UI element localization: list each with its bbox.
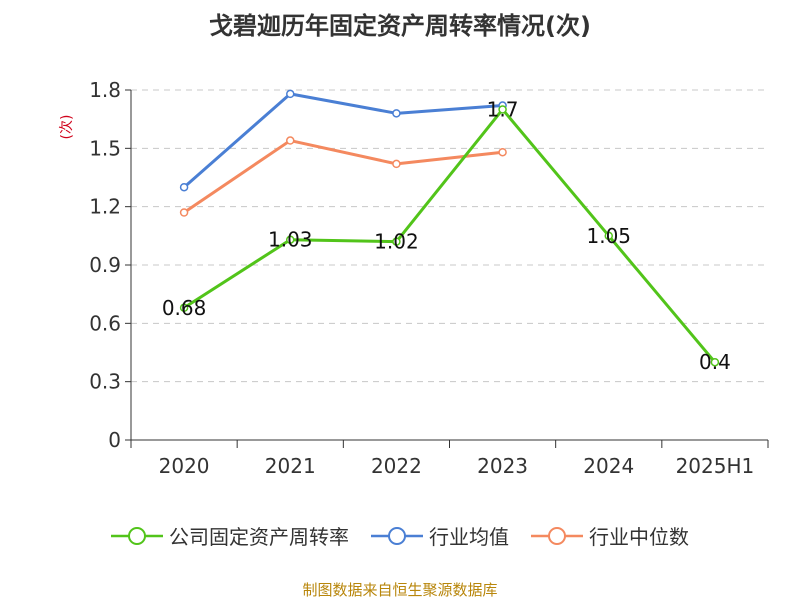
- data-label: 0.4: [699, 350, 731, 374]
- data-point[interactable]: [710, 357, 720, 367]
- y-tick-label: 0: [108, 428, 121, 452]
- data-point[interactable]: [286, 235, 295, 244]
- legend-label-company: 公司固定资产周转率: [169, 525, 349, 549]
- data-point[interactable]: [179, 182, 189, 192]
- legend-marker-industry-median: [531, 526, 583, 545]
- legend-marker-company: [111, 526, 163, 545]
- data-point[interactable]: [179, 303, 189, 313]
- y-tick-label: 1.8: [89, 78, 121, 102]
- series-line: [183, 107, 717, 364]
- y-tick-label: 1.5: [89, 136, 121, 160]
- grid-lines: [131, 89, 768, 383]
- x-tick-label: 2025H1: [676, 454, 755, 478]
- data-label: 1.02: [374, 230, 419, 254]
- data-point[interactable]: [286, 136, 295, 145]
- data-point[interactable]: [498, 105, 507, 114]
- legend-item-industry-median[interactable]: 行业中位数: [531, 521, 689, 550]
- data-point[interactable]: [392, 237, 401, 246]
- source-note: 制图数据来自恒生聚源数据库: [302, 581, 498, 599]
- legend-item-industry-mean[interactable]: 行业均值: [371, 521, 509, 550]
- x-tick-label: 2022: [371, 454, 422, 478]
- x-tick-label: 2020: [159, 454, 210, 478]
- data-labels: 0.68 1.03 1.02 1.7 1.05 0.4: [162, 97, 731, 374]
- data-label: 0.68: [162, 296, 207, 320]
- data-label: 1.7: [487, 97, 519, 121]
- legend-item-company[interactable]: 公司固定资产周转率: [111, 521, 349, 550]
- data-point[interactable]: [604, 231, 613, 241]
- data-point[interactable]: [392, 159, 401, 169]
- axis-ticks: 0 0.3 0.6 0.9 1.2 1.5 1.8 2020 2021 2022 2023 2024 2…: [89, 78, 769, 478]
- data-point[interactable]: [286, 89, 295, 99]
- legend-marker-industry-mean: [371, 526, 423, 545]
- x-tick-label: 2023: [477, 454, 528, 478]
- y-tick-label: 0.6: [89, 311, 121, 335]
- series-line: [183, 139, 503, 214]
- chart-title: 戈碧迦历年固定资产周转率情况(次): [209, 12, 591, 40]
- data-point[interactable]: [498, 147, 507, 157]
- data-point[interactable]: [179, 208, 189, 217]
- x-tick-label: 2021: [265, 454, 316, 478]
- data-point[interactable]: [392, 109, 401, 118]
- data-label: 1.03: [268, 228, 313, 252]
- legend-label-industry-median: 行业中位数: [589, 525, 689, 549]
- y-tick-label: 0.3: [89, 370, 121, 394]
- y-tick-label: 0.9: [89, 253, 121, 277]
- x-tick-label: 2024: [583, 454, 634, 478]
- legend-label-industry-mean: 行业均值: [429, 525, 509, 549]
- data-label: 1.05: [586, 224, 631, 248]
- y-axis-label: (次): [59, 115, 75, 140]
- legend: 公司固定资产周转率 行业均值 行业中位数: [0, 521, 800, 550]
- series-line: [183, 92, 503, 189]
- y-tick-label: 1.2: [89, 195, 121, 219]
- series-lines: [179, 89, 720, 367]
